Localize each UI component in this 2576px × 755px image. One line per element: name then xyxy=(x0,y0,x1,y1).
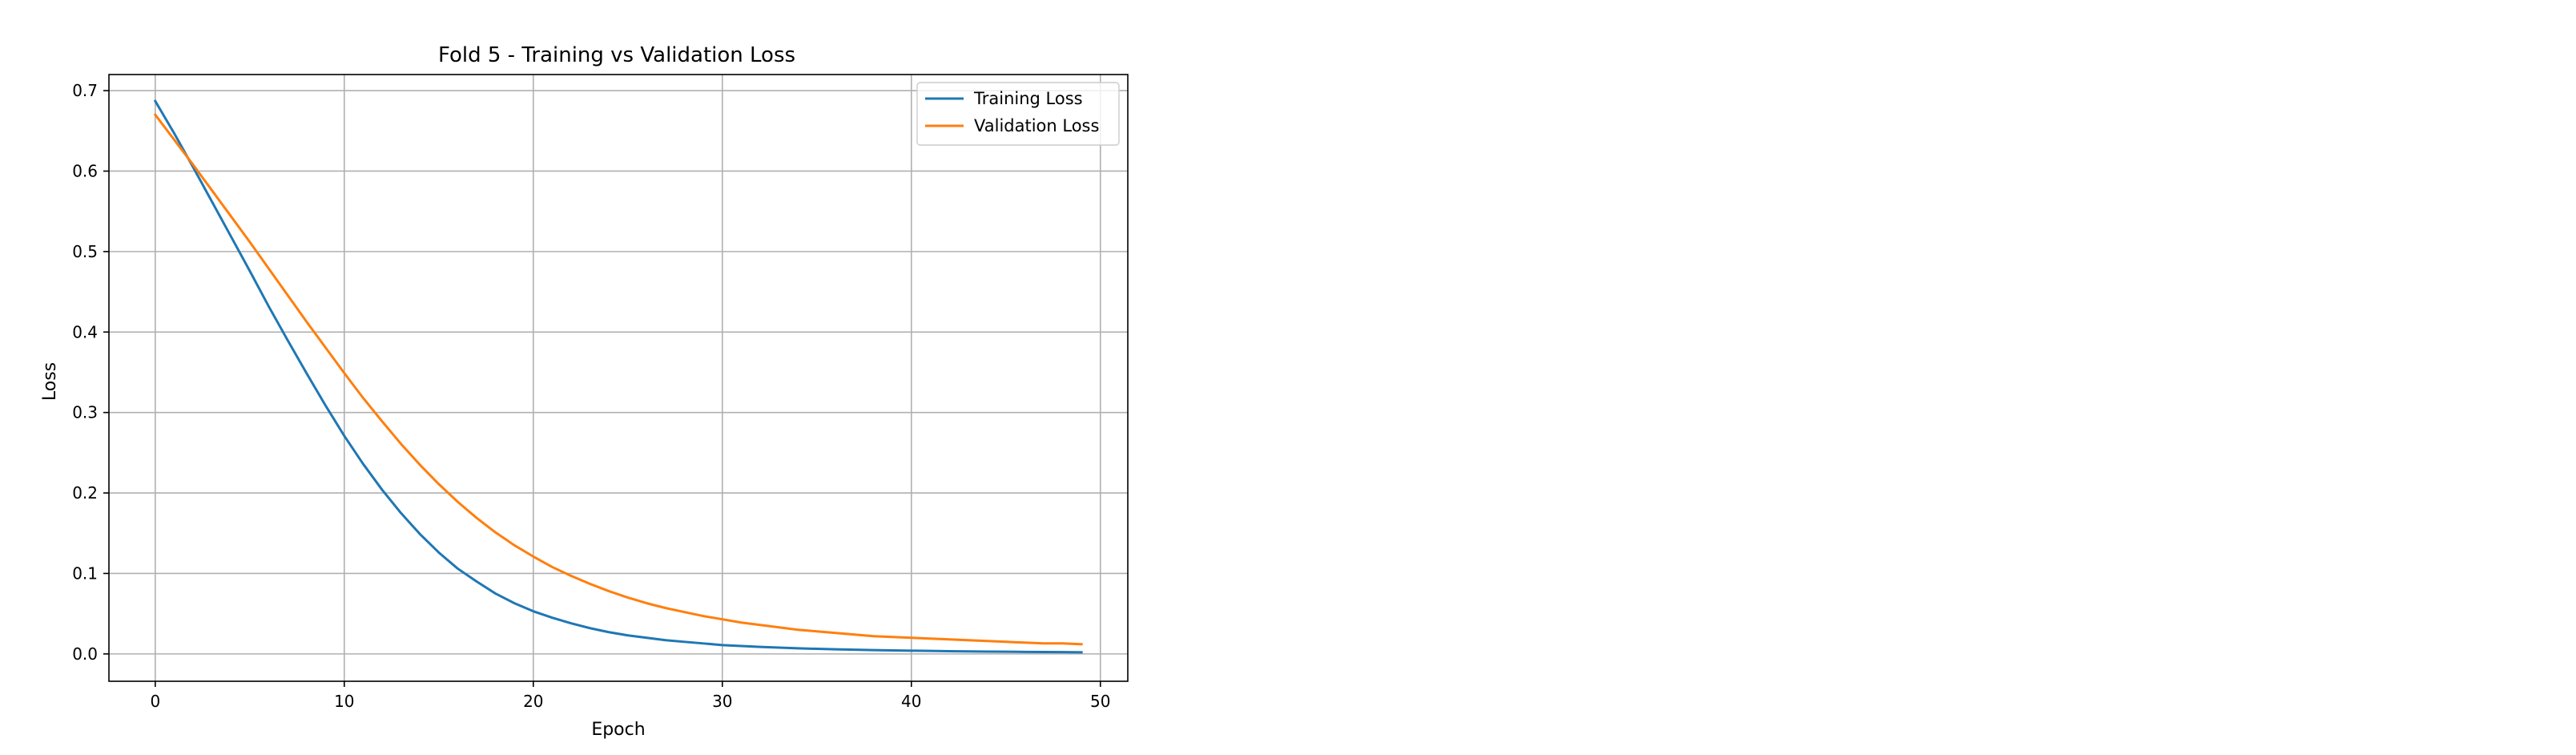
series-lines xyxy=(153,99,1083,654)
y-tick-label: 0.1 xyxy=(72,563,98,583)
y-tick-label: 0.0 xyxy=(72,644,98,664)
grid-lines xyxy=(109,75,1128,681)
legend-label-validation: Validation Loss xyxy=(974,116,1099,135)
x-tick-label: 50 xyxy=(1090,692,1110,711)
y-tick-label: 0.2 xyxy=(72,483,98,503)
y-tick-label: 0.6 xyxy=(72,161,98,180)
plot-area-background xyxy=(109,75,1128,681)
series-line-training-loss xyxy=(153,99,1083,654)
plot-area-frame xyxy=(108,74,1129,682)
legend-label-training: Training Loss xyxy=(973,89,1083,108)
y-tick-label: 0.5 xyxy=(72,242,98,261)
x-axis-title: Epoch xyxy=(591,720,645,740)
x-tick-label: 20 xyxy=(523,692,543,711)
series-line-validation-loss xyxy=(153,113,1083,646)
legend: Training Loss Validation Loss xyxy=(916,82,1120,146)
x-tick-label: 0 xyxy=(150,692,160,711)
y-axis-ticks: 0.0 0.1 0.2 0.3 0.4 0.5 0.6 0.7 xyxy=(72,81,109,664)
x-axis-ticks: 0 10 20 30 40 50 xyxy=(150,681,1111,711)
x-tick-label: 30 xyxy=(712,692,732,711)
chart-title: Fold 5 - Training vs Validation Loss xyxy=(438,43,795,67)
y-tick-label: 0.3 xyxy=(72,403,98,422)
x-tick-label: 10 xyxy=(334,692,354,711)
y-axis-title: Loss xyxy=(40,362,60,401)
x-tick-label: 40 xyxy=(901,692,921,711)
legend-box xyxy=(916,82,1120,146)
y-tick-label: 0.4 xyxy=(72,322,98,341)
y-tick-label: 0.7 xyxy=(72,81,98,100)
